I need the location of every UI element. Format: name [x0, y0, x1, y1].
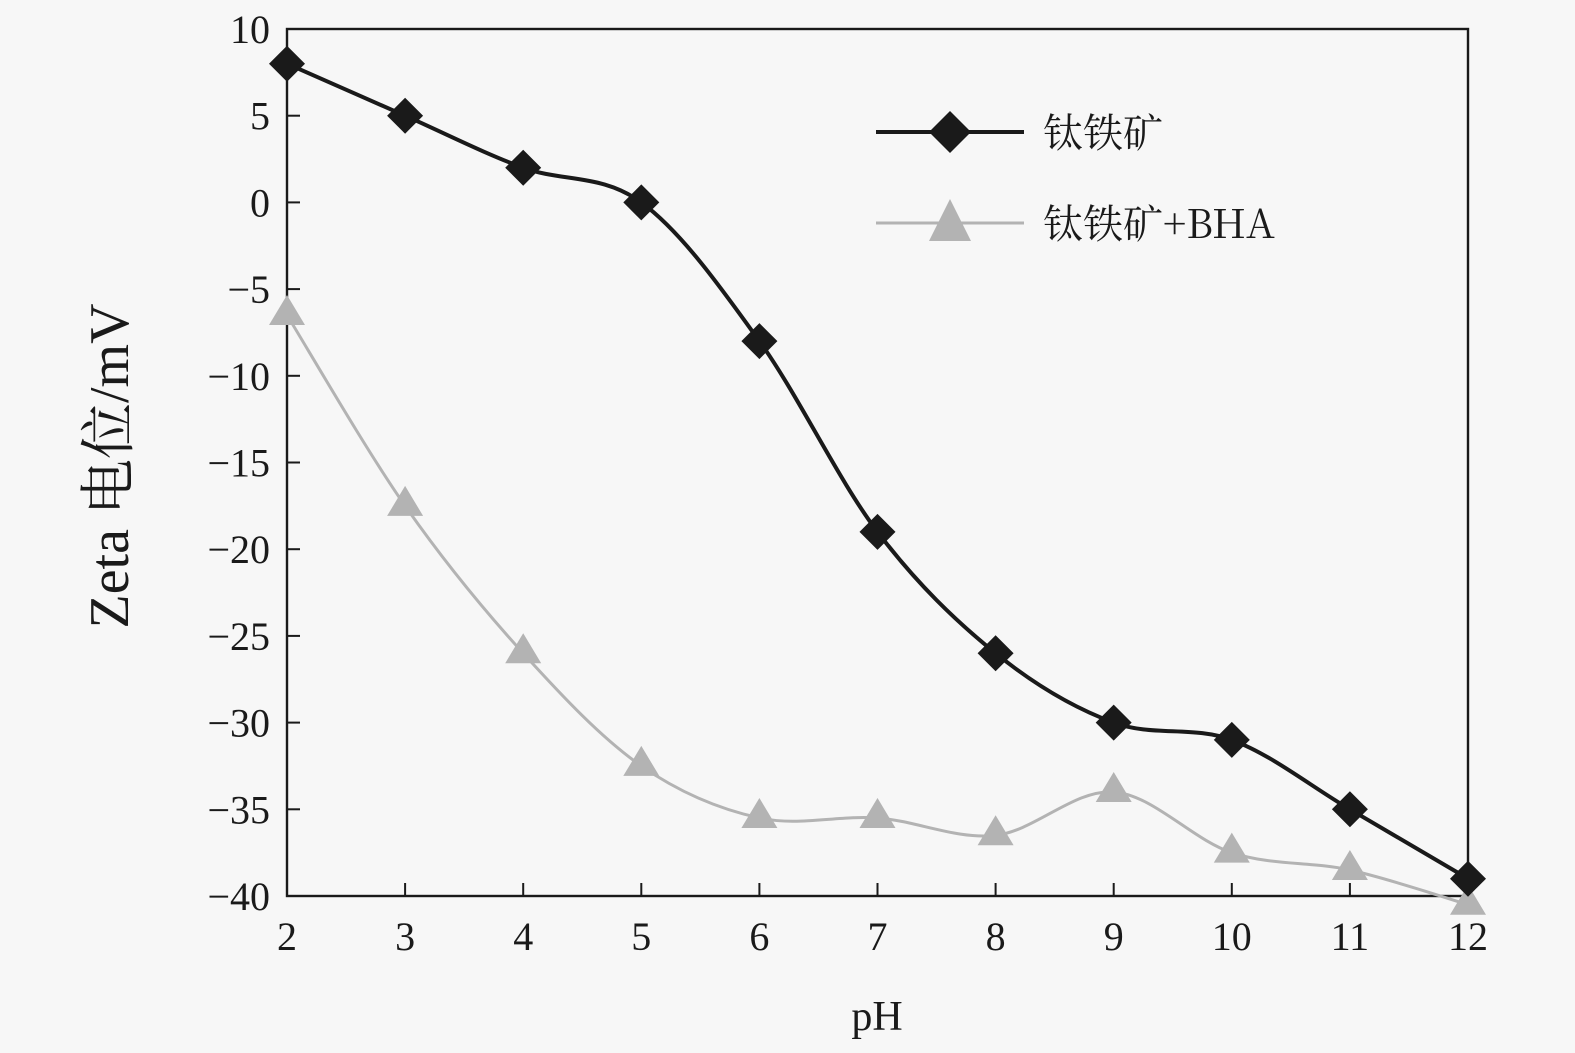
svg-text:3: 3 [395, 914, 415, 959]
svg-text:−10: −10 [207, 354, 270, 399]
svg-text:−5: −5 [227, 267, 270, 312]
svg-text:5: 5 [250, 94, 270, 139]
svg-text:4: 4 [513, 914, 533, 959]
svg-text:−25: −25 [207, 614, 270, 659]
svg-text:pH: pH [851, 994, 902, 1040]
svg-text:8: 8 [986, 914, 1006, 959]
svg-text:−40: −40 [207, 874, 270, 919]
svg-text:2: 2 [277, 914, 297, 959]
svg-text:5: 5 [631, 914, 651, 959]
svg-text:0: 0 [250, 180, 270, 225]
svg-text:−30: −30 [207, 701, 270, 746]
svg-text:−20: −20 [207, 527, 270, 572]
svg-text:12: 12 [1448, 914, 1488, 959]
svg-text:−35: −35 [207, 787, 270, 832]
svg-text:6: 6 [749, 914, 769, 959]
svg-text:钛铁矿: 钛铁矿 [1043, 102, 1163, 159]
svg-text:钛铁矿+BHA: 钛铁矿+BHA [1043, 193, 1275, 250]
svg-text:7: 7 [868, 914, 888, 959]
svg-text:10: 10 [230, 7, 270, 52]
svg-text:−15: −15 [207, 441, 270, 486]
svg-text:9: 9 [1104, 914, 1124, 959]
svg-text:10: 10 [1212, 914, 1252, 959]
svg-text:11: 11 [1331, 914, 1370, 959]
